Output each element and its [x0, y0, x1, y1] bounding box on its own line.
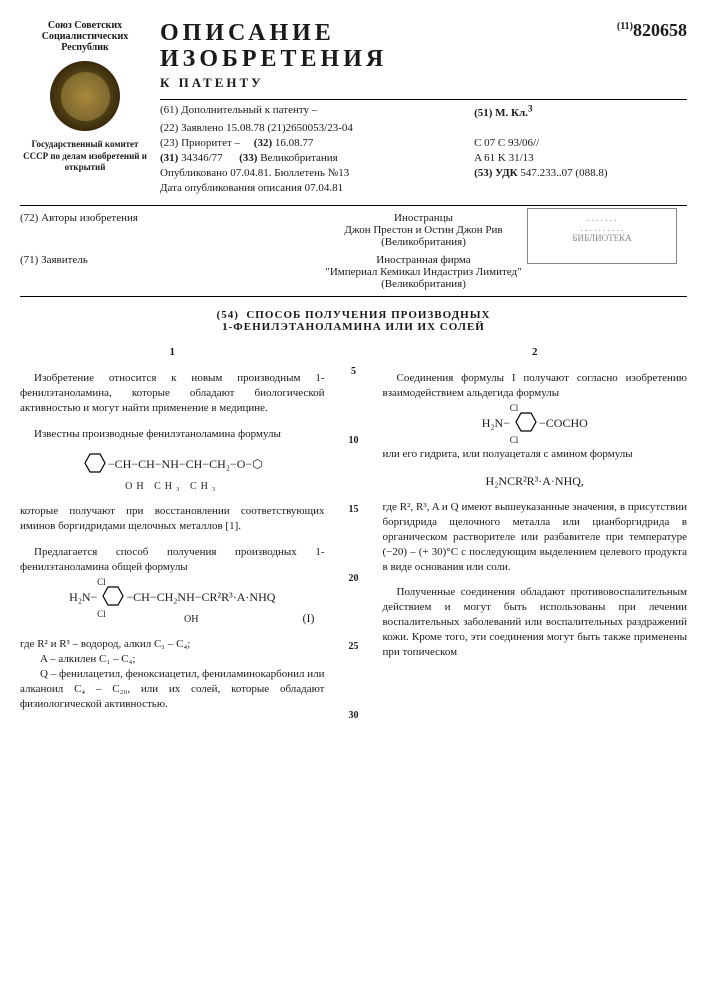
formula-2: Cl H₂N− Cl −CH−CH₂NH−CR²R³·A·NHQ OH (I) — [20, 586, 325, 627]
f72-label: (72) Авторы изобретения — [20, 212, 150, 248]
benzene-icon — [515, 412, 537, 436]
biblio-left: Опубликовано 07.04.81. Бюллетень №13 — [160, 167, 458, 179]
formula-3: Cl H₂N− Cl −COCHO — [383, 412, 688, 436]
f51-label: (51) М. Кл.3 — [474, 107, 532, 119]
biblio-row-22: (22) Заявлено 15.08.78 (21)2650053/23-04 — [160, 122, 687, 134]
patent-page: Союз Советских Социалистических Республи… — [20, 20, 687, 723]
biblio-row-61: (61) Дополнительный к патенту – (51) М. … — [160, 104, 687, 120]
biblio-right: (51) М. Кл.3 — [474, 104, 687, 120]
f32-value: 16.08.77 — [275, 137, 314, 149]
f61-value: – — [312, 104, 318, 116]
title-line2: 1-ФЕНИЛЭТАНОЛАМИНА ИЛИ ИХ СОЛЕЙ — [222, 321, 485, 333]
number-prefix: (11) — [617, 21, 633, 32]
body-columns: 1 Изобретение относится к новым производ… — [20, 345, 687, 722]
country-name: Союз Советских Социалистических Республи… — [20, 20, 150, 53]
f51-value1: C 07 C 93/06// — [474, 137, 539, 149]
f22-value: 15.08.78 — [226, 122, 265, 134]
title-line1: СПОСОБ ПОЛУЧЕНИЯ ПРОИЗВОДНЫХ — [246, 309, 490, 321]
left-header-column: Союз Советских Социалистических Республи… — [20, 20, 150, 197]
f53-value: 547.233..07 (088.8) — [520, 167, 607, 179]
biblio-row-31: (31) 34346/77 (33) Великобритания A 61 K… — [160, 152, 687, 164]
pub-value: 07.04.81. Бюллетень №13 — [230, 167, 349, 179]
f54-prefix: (54) — [217, 309, 239, 321]
authors-row-72: (72) Авторы изобретения Иностранцы Джон … — [20, 212, 687, 248]
doc-type-line2: ИЗОБРЕТЕНИЯ — [160, 46, 607, 72]
f51-value2: A 61 K 31/13 — [474, 152, 534, 164]
committee-name: Государственный комитет СССР по делам из… — [20, 139, 150, 174]
f21-label: (21) — [267, 122, 285, 134]
f71-label: (71) Заявитель — [20, 254, 150, 290]
biblio-left: (61) Дополнительный к патенту – — [160, 104, 458, 120]
f53-label: (53) УДК — [474, 167, 518, 179]
col2-p3: где R², R³, A и Q имеют вышеуказанные зн… — [383, 500, 688, 574]
col1-p2: Известны производные фенилэтаноламина фо… — [20, 427, 325, 442]
to-patent-subtitle: К ПАТЕНТУ — [160, 75, 687, 91]
biblio-left: (22) Заявлено 15.08.78 (21)2650053/23-04 — [160, 122, 458, 134]
biblio-right: (53) УДК 547.233..07 (088.8) — [474, 167, 687, 179]
column-2: 2 Соединения формулы I получают согласно… — [383, 345, 688, 722]
f71-name: "Империал Кемикал Индастриз Лимитед" — [160, 266, 687, 278]
divider — [20, 296, 687, 297]
f33-label: (33) — [239, 152, 257, 164]
f32-label: (32) — [254, 137, 272, 149]
pub-label: Опубликовано — [160, 167, 228, 179]
benzene-icon — [84, 453, 106, 477]
f21-value: 2650053/23-04 — [286, 122, 353, 134]
biblio-right: A 61 K 31/13 — [474, 152, 687, 164]
f33-value: Великобритания — [260, 152, 338, 164]
patent-number: (11)820658 — [617, 20, 687, 41]
col1-p4: Предлагается способ получения производны… — [20, 545, 325, 575]
col2-p4: Полученные соединения обладают противово… — [383, 585, 688, 659]
f71-content: Иностранная фирма "Империал Кемикал Инда… — [160, 254, 687, 290]
doc-type-title: ОПИСАНИЕ ИЗОБРЕТЕНИЯ — [160, 20, 607, 73]
biblio-row-23: (23) Приоритет – (32) 16.08.77 C 07 C 93… — [160, 137, 687, 149]
f61-label: (61) Дополнительный к патенту — [160, 104, 309, 116]
f71-caption: Иностранная фирма — [160, 254, 687, 266]
col1-p3: которые получают при восстановлении соот… — [20, 504, 325, 534]
title-block: ОПИСАНИЕ ИЗОБРЕТЕНИЯ (11)820658 — [160, 20, 687, 73]
benzene-icon — [102, 586, 124, 610]
doc-type-line1: ОПИСАНИЕ — [160, 20, 607, 46]
f31-label: (31) — [160, 152, 178, 164]
ussr-emblem-icon — [50, 61, 120, 131]
biblio-right: C 07 C 93/06// — [474, 137, 687, 149]
biblio-row-pubdesc: Дата опубликования описания 07.04.81 — [160, 182, 687, 194]
col2-p2: или его гидрита, или полуацеталя с амино… — [383, 447, 688, 462]
authors-row-71: (71) Заявитель Иностранная фирма "Импери… — [20, 254, 687, 290]
invention-title: (54) СПОСОБ ПОЛУЧЕНИЯ ПРОИЗВОДНЫХ 1-ФЕНИ… — [20, 309, 687, 333]
biblio-left: (31) 34346/77 (33) Великобритания — [160, 152, 458, 164]
header-section: Союз Советских Социалистических Республи… — [20, 20, 687, 206]
col2-number: 2 — [383, 345, 688, 360]
f23-label: (23) Приоритет — [160, 137, 232, 149]
f71-country: (Великобритания) — [160, 278, 687, 290]
number-value: 820658 — [633, 20, 687, 40]
formula-1: −CH−CH−NH−CH−CH₂−O−⬡ OH CH₃ CH₃ — [20, 453, 325, 494]
col1-p5: где R² и R³ – водород, алкил C₁ – C₄; A … — [20, 637, 325, 711]
f31-value: 34346/77 — [181, 152, 223, 164]
f22-label: (22) Заявлено — [160, 122, 223, 134]
formula-4: H₂NCR²R³·A·NHQ, — [383, 473, 688, 489]
biblio-row-pub: Опубликовано 07.04.81. Бюллетень №13 (53… — [160, 167, 687, 179]
biblio-left: (23) Приоритет – (32) 16.08.77 — [160, 137, 458, 149]
pub-desc-label: Дата опубликования описания — [160, 182, 302, 194]
divider — [160, 99, 687, 100]
biblio-left: Дата опубликования описания 07.04.81 — [160, 182, 687, 194]
line-numbers: 5 10 15 20 25 30 — [345, 345, 363, 722]
col1-number: 1 — [20, 345, 325, 360]
mid-header-column: ОПИСАНИЕ ИЗОБРЕТЕНИЯ (11)820658 К ПАТЕНТ… — [160, 20, 687, 197]
column-1: 1 Изобретение относится к новым производ… — [20, 345, 325, 722]
pub-desc-value: 07.04.81 — [305, 182, 344, 194]
f23-value: – — [235, 137, 241, 149]
col1-p1: Изобретение относится к новым производны… — [20, 371, 325, 416]
col2-p1: Соединения формулы I получают согласно и… — [383, 371, 688, 401]
biblio-right — [474, 122, 687, 134]
